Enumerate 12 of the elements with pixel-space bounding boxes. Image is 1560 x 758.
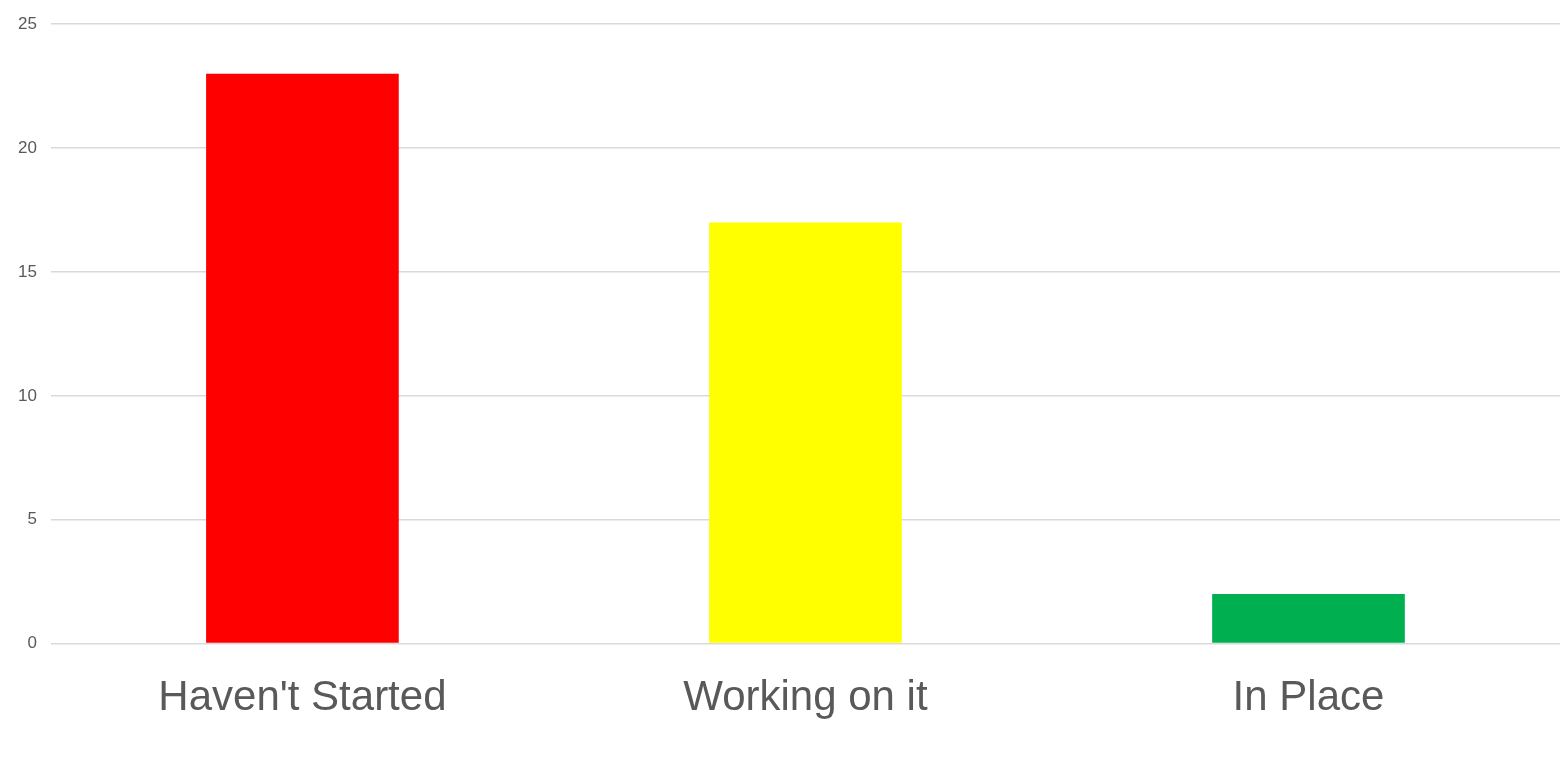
y-tick-label: 25 bbox=[17, 13, 37, 33]
y-tick-label: 0 bbox=[27, 633, 37, 653]
x-tick-label: Working on it bbox=[683, 672, 928, 720]
bar bbox=[1212, 594, 1405, 643]
y-tick-label: 5 bbox=[27, 509, 37, 529]
x-tick-label: Haven't Started bbox=[158, 672, 447, 720]
y-tick-label: 10 bbox=[17, 385, 37, 405]
bar bbox=[709, 222, 902, 643]
y-tick-label: 20 bbox=[17, 137, 37, 157]
y-tick-label: 15 bbox=[17, 261, 37, 281]
bar bbox=[206, 73, 399, 643]
x-tick-label: In Place bbox=[1232, 672, 1385, 720]
